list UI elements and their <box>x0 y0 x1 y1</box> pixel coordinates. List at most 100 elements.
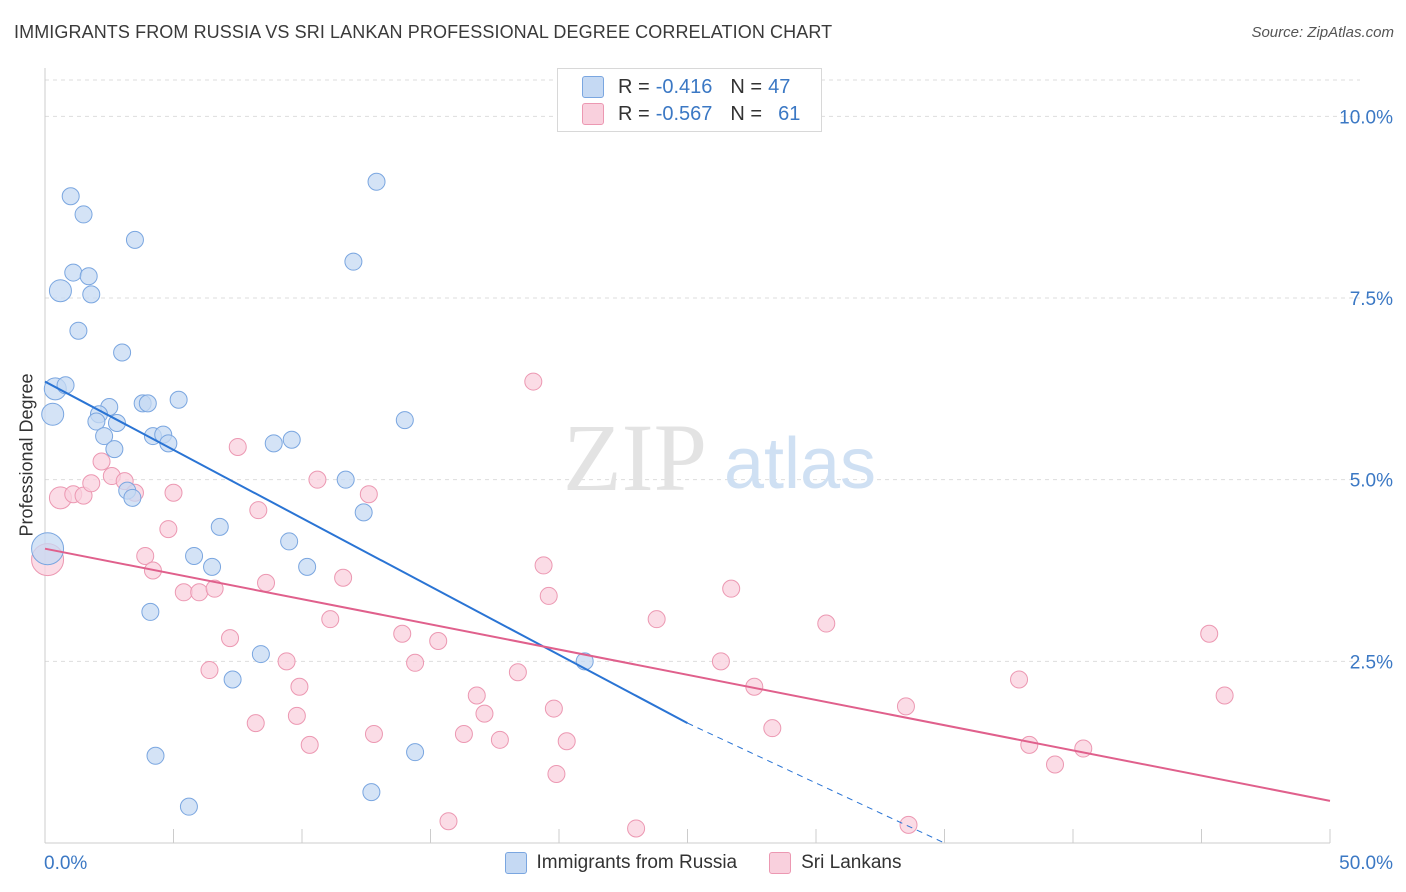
data-point <box>490 730 509 749</box>
x-tick-label: 50.0% <box>1339 853 1393 874</box>
legend-n-value: 61 <box>778 102 801 125</box>
data-point <box>354 503 373 522</box>
series-legend: Immigrants from Russia Sri Lankans <box>0 852 1406 874</box>
data-point <box>336 470 355 489</box>
data-point <box>406 743 425 762</box>
data-point <box>406 653 425 672</box>
data-point <box>1010 670 1029 689</box>
legend-r-label: R = <box>618 102 650 125</box>
data-point <box>711 652 730 671</box>
data-point <box>300 735 319 754</box>
data-point <box>82 285 101 304</box>
data-point <box>264 434 283 453</box>
data-point <box>105 440 124 459</box>
data-point <box>82 474 101 493</box>
data-point <box>467 686 486 705</box>
data-point <box>367 172 386 191</box>
data-point <box>290 677 309 696</box>
data-point <box>429 631 448 650</box>
data-point <box>1020 735 1039 754</box>
watermark: ZIP atlas <box>563 404 876 511</box>
data-point <box>61 187 80 206</box>
data-point <box>185 546 204 565</box>
data-point <box>107 413 126 432</box>
legend-row-srilankan: R = -0.567 N = 61 <box>582 101 818 127</box>
data-point <box>1215 686 1234 705</box>
data-point <box>364 725 383 743</box>
legend-label-srilankans: Sri Lankans <box>801 852 902 873</box>
data-point <box>210 517 229 536</box>
series-immigrants-from-russia <box>31 172 594 816</box>
data-point <box>169 390 188 409</box>
watermark-zip: ZIP <box>563 404 707 511</box>
data-point <box>228 437 247 456</box>
data-point <box>159 520 178 539</box>
data-point <box>763 719 782 738</box>
data-point <box>190 583 209 602</box>
x-tick-label: 0.0% <box>44 853 87 874</box>
axes <box>44 68 1331 844</box>
data-point <box>899 815 918 834</box>
data-point <box>64 263 83 282</box>
data-point <box>647 610 666 629</box>
legend-r-value: -0.567 <box>655 102 713 125</box>
data-point <box>56 376 75 395</box>
data-point <box>298 557 317 576</box>
legend-r-value: -0.416 <box>655 75 713 98</box>
legend-n-label: N = <box>730 102 763 125</box>
legend-row-russia: R = -0.416 N = 47 <box>582 74 808 100</box>
data-point <box>321 610 340 629</box>
data-point <box>138 394 157 413</box>
legend-swatch-pink <box>769 852 792 874</box>
data-point <box>334 568 353 587</box>
legend-swatch-blue <box>582 76 604 98</box>
data-point <box>203 557 222 576</box>
data-point <box>179 797 198 816</box>
data-point <box>896 697 915 716</box>
data-point <box>74 205 93 224</box>
data-point <box>123 488 142 507</box>
data-point <box>282 430 301 449</box>
data-point <box>223 670 242 689</box>
data-point <box>221 629 240 648</box>
chart-title: IMMIGRANTS FROM RUSSIA VS SRI LANKAN PRO… <box>14 22 833 42</box>
data-point <box>359 485 378 504</box>
data-point <box>277 652 296 671</box>
grid-lines <box>45 79 1360 662</box>
data-point <box>92 452 111 471</box>
watermark-atlas: atlas <box>724 424 876 504</box>
data-point <box>287 706 306 725</box>
y-tick-label: 2.5% <box>1350 652 1393 673</box>
data-point <box>362 783 381 802</box>
legend-item-srilankans[interactable]: Sri Lankans <box>769 852 901 874</box>
data-point <box>817 614 836 633</box>
data-point <box>722 579 741 598</box>
data-point <box>141 602 160 621</box>
data-point <box>174 583 193 602</box>
legend-label-russia: Immigrants from Russia <box>536 852 738 873</box>
data-point <box>41 402 65 426</box>
tick-labels: 2.5% 5.0% 7.5% 10.0% 0.0% 50.0% <box>44 107 1393 874</box>
legend-swatch-blue <box>504 852 527 874</box>
data-point <box>454 725 473 743</box>
series-sri-lankans <box>31 372 1234 838</box>
data-point <box>308 470 327 489</box>
data-point <box>439 812 458 831</box>
data-point <box>48 279 72 303</box>
data-point <box>534 556 553 575</box>
data-point <box>69 321 88 340</box>
data-point <box>547 764 566 783</box>
data-point <box>539 586 558 605</box>
data-point <box>557 732 576 751</box>
data-point <box>113 343 132 362</box>
data-point <box>1200 624 1219 643</box>
data-point <box>95 427 114 446</box>
data-point <box>627 819 646 838</box>
data-point <box>246 714 265 733</box>
data-point <box>508 663 527 682</box>
data-point <box>257 573 276 592</box>
y-tick-label: 10.0% <box>1339 107 1393 128</box>
legend-item-russia[interactable]: Immigrants from Russia <box>504 852 738 874</box>
data-point <box>524 372 543 391</box>
